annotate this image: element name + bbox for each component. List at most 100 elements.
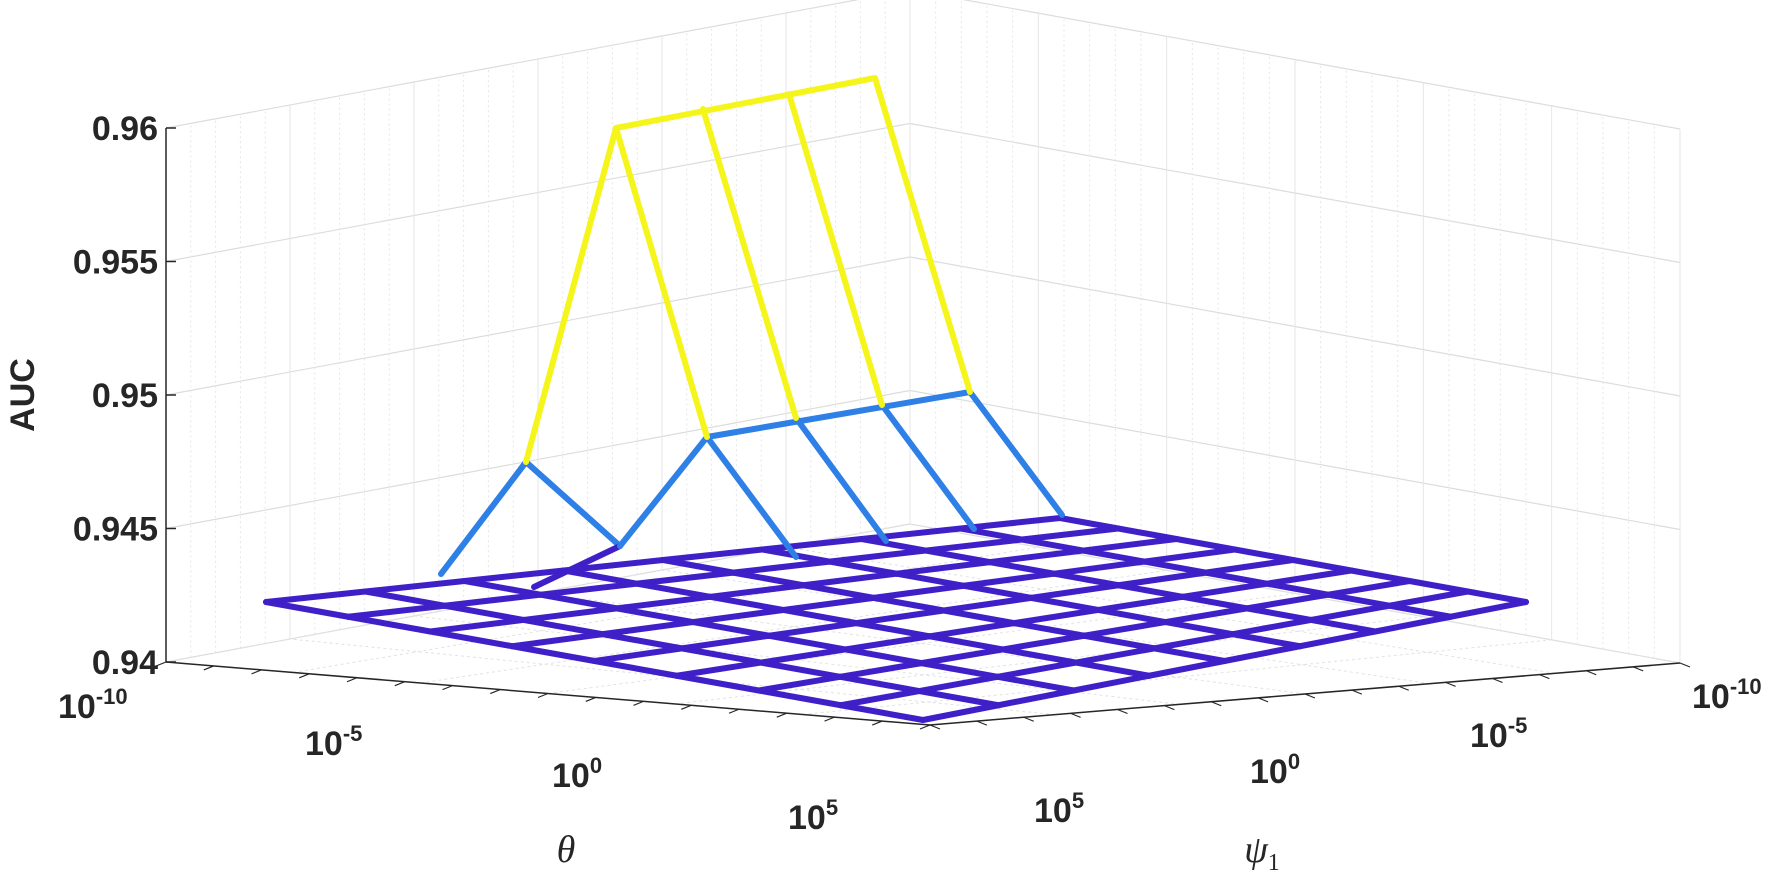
mesh-segment (918, 646, 1006, 667)
theta-tick-label: 10-5 (305, 721, 362, 763)
psi-tick-mark (1632, 666, 1644, 672)
mesh-segment (893, 559, 993, 577)
mesh-segment (826, 558, 900, 577)
mesh-segment (1051, 570, 1122, 589)
theta-tick-label: 10-10 (58, 684, 128, 726)
theta-tick-mark (728, 708, 740, 714)
theta-tick-mark (872, 720, 883, 726)
psi-tick-mark (1304, 693, 1316, 699)
mesh-segment (591, 645, 685, 664)
mesh-segment (960, 570, 1058, 589)
mesh-segment (957, 515, 1063, 532)
mesh-segment (940, 594, 1035, 614)
mesh-segment (689, 606, 787, 626)
mesh-segment (1179, 593, 1250, 612)
mesh-segment (922, 547, 993, 566)
mesh-segment (537, 580, 640, 598)
mesh-segment (853, 607, 947, 627)
mesh-segment (427, 616, 527, 635)
mesh-segment (995, 687, 1077, 709)
mesh-segment (1464, 588, 1529, 605)
mesh-segment (766, 632, 849, 653)
mesh-segment (800, 570, 900, 589)
mesh-segment (837, 660, 925, 680)
mesh-segment (1173, 536, 1238, 553)
mesh-segment (916, 688, 1002, 709)
mesh-layer (263, 75, 1529, 723)
psi-tick-mark (976, 720, 988, 726)
mesh-segment (960, 582, 1035, 601)
mesh-segment (633, 580, 714, 600)
mesh-segment (678, 632, 773, 652)
mesh-segment (660, 546, 766, 563)
mesh-segment (780, 606, 860, 627)
psi-tick-mark (1492, 677, 1503, 684)
mesh-segment (1386, 588, 1471, 609)
theta-tick-mark (824, 716, 835, 722)
mesh-segment (1263, 567, 1355, 587)
mesh-segment (1095, 593, 1186, 613)
mesh-segment (999, 632, 1088, 653)
psi-tick-mark (1586, 670, 1597, 676)
mesh-segment (1290, 557, 1355, 574)
psi-tick-label: 10-10 (1692, 674, 1762, 716)
mesh-segment (1229, 616, 1315, 638)
axes-layer (155, 127, 1691, 730)
mesh-segment (1010, 620, 1088, 639)
mesh-ridge-high (786, 91, 885, 408)
mesh-segment (362, 578, 468, 595)
psi-tick-mark (1398, 685, 1409, 691)
mesh-ridge-mid (617, 434, 799, 560)
theta-tick-mark (919, 724, 931, 730)
mesh-segment (1348, 567, 1413, 584)
mesh-segment (826, 547, 929, 565)
mesh-segment (1386, 602, 1454, 620)
mesh-segment (1081, 632, 1158, 652)
mesh-ridge-low (531, 543, 623, 590)
mesh-segment (1151, 645, 1228, 664)
mesh-segment (1243, 605, 1315, 623)
mesh-segment (1221, 643, 1303, 664)
mesh-segment (986, 547, 1087, 566)
gridline-floor (909, 523, 1681, 664)
mesh-segment (837, 688, 923, 709)
theta-tick-mark (299, 673, 310, 679)
mesh-segment (520, 605, 620, 623)
mesh-segment (837, 673, 923, 695)
mesh-segment (957, 525, 1025, 543)
mesh-segment (1051, 558, 1148, 577)
mesh-segment (757, 659, 844, 680)
theta-tick-mark (346, 677, 358, 683)
mesh-ridge-mid (879, 402, 977, 532)
theta-tick-mark (394, 681, 405, 687)
psi-tick-mark (1445, 681, 1456, 687)
mesh-segment (916, 673, 1001, 695)
z-tick-label: 0.945 (73, 511, 158, 549)
mesh-segment (1202, 557, 1296, 576)
mesh-segment (926, 633, 1006, 653)
mesh-segment (1325, 578, 1413, 598)
psi-tick-mark (1023, 716, 1034, 722)
mesh-segment (461, 578, 544, 598)
mesh-segment (1080, 547, 1148, 565)
mesh-segment (613, 605, 696, 626)
mesh-segment (1072, 645, 1158, 666)
mesh-segment (755, 673, 844, 694)
psi-tick-mark (1351, 689, 1363, 695)
mesh-ridge-mid (793, 415, 889, 544)
mesh-segment (678, 645, 764, 666)
mesh-segment (633, 569, 737, 587)
mesh-segment (940, 607, 1017, 627)
mesh-segment (1057, 515, 1122, 532)
grid-layer (165, 0, 1681, 726)
mesh-segment (1115, 582, 1186, 600)
z-tick-label: 0.96 (92, 110, 158, 148)
mesh-segment (537, 591, 620, 612)
psi-tick-label: 10-5 (1470, 713, 1527, 755)
mesh-segment (1070, 672, 1153, 694)
mesh-segment (599, 619, 696, 638)
z-tick-label: 0.955 (73, 244, 158, 282)
mesh-segment (591, 658, 680, 679)
psi-tick-mark (1257, 697, 1269, 703)
